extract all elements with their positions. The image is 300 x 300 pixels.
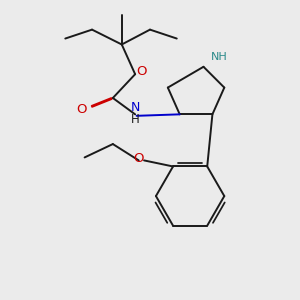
Text: N: N: [130, 101, 140, 114]
Text: O: O: [134, 152, 144, 164]
Text: H: H: [131, 113, 140, 126]
Text: O: O: [136, 65, 146, 78]
Text: O: O: [76, 103, 87, 116]
Text: NH: NH: [211, 52, 228, 62]
